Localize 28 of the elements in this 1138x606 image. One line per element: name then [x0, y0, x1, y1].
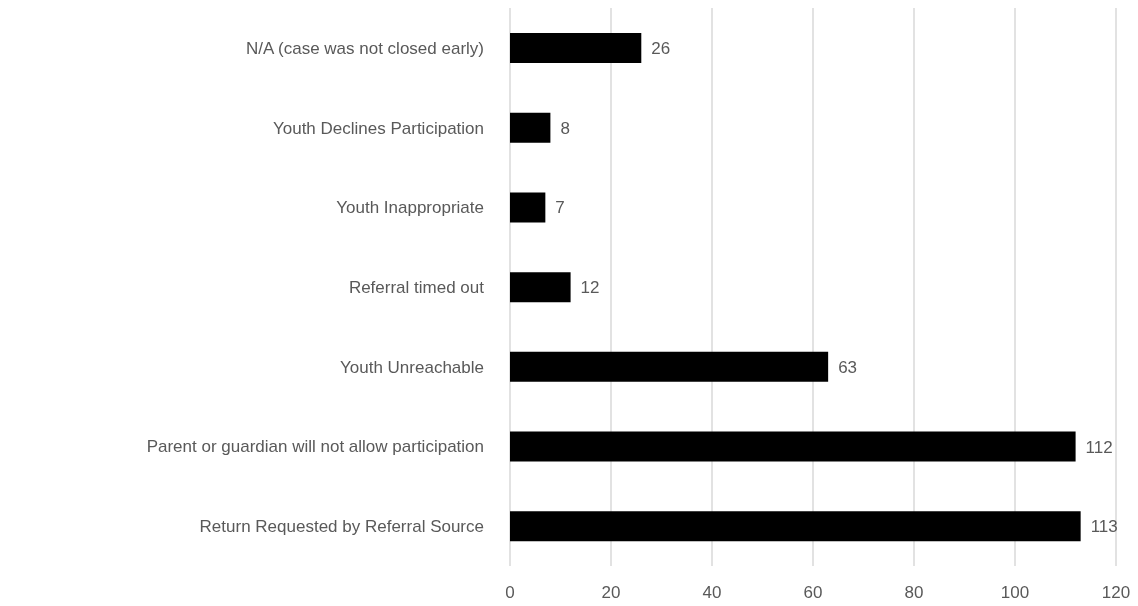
- bar: [510, 511, 1081, 542]
- bar: [510, 33, 642, 63]
- x-tick-label: 120: [1101, 583, 1131, 603]
- y-tick-label: Return Requested by Referral Source: [199, 517, 484, 537]
- data-label: 63: [838, 357, 858, 377]
- y-tick-label: Youth Declines Participation: [272, 118, 484, 138]
- y-tick-label: N/A (case was not closed early): [245, 38, 484, 58]
- x-tick-label: 80: [904, 583, 924, 603]
- bar: [510, 431, 1076, 462]
- y-tick-label: Referral timed out: [348, 278, 485, 298]
- bar: [510, 112, 551, 143]
- x-tick-label: 0: [505, 583, 515, 603]
- data-label: 113: [1090, 517, 1118, 537]
- bar: [510, 272, 571, 303]
- bar: [510, 351, 829, 382]
- x-tick-label: 20: [601, 583, 621, 603]
- x-tick-label: 60: [803, 583, 823, 603]
- data-label: 112: [1085, 437, 1113, 457]
- y-tick-label: Youth Unreachable: [340, 357, 484, 377]
- x-tick-label: 100: [1000, 583, 1030, 603]
- data-label: 26: [651, 39, 671, 59]
- data-label: 8: [560, 118, 570, 138]
- x-tick-label: 40: [702, 583, 722, 603]
- y-tick-label: Parent or guardian will not allow participation: [146, 437, 484, 457]
- bar: [510, 192, 546, 223]
- y-tick-label: Youth Inappropriate: [336, 198, 484, 218]
- data-label: 12: [580, 278, 600, 298]
- data-label: 7: [555, 198, 565, 218]
